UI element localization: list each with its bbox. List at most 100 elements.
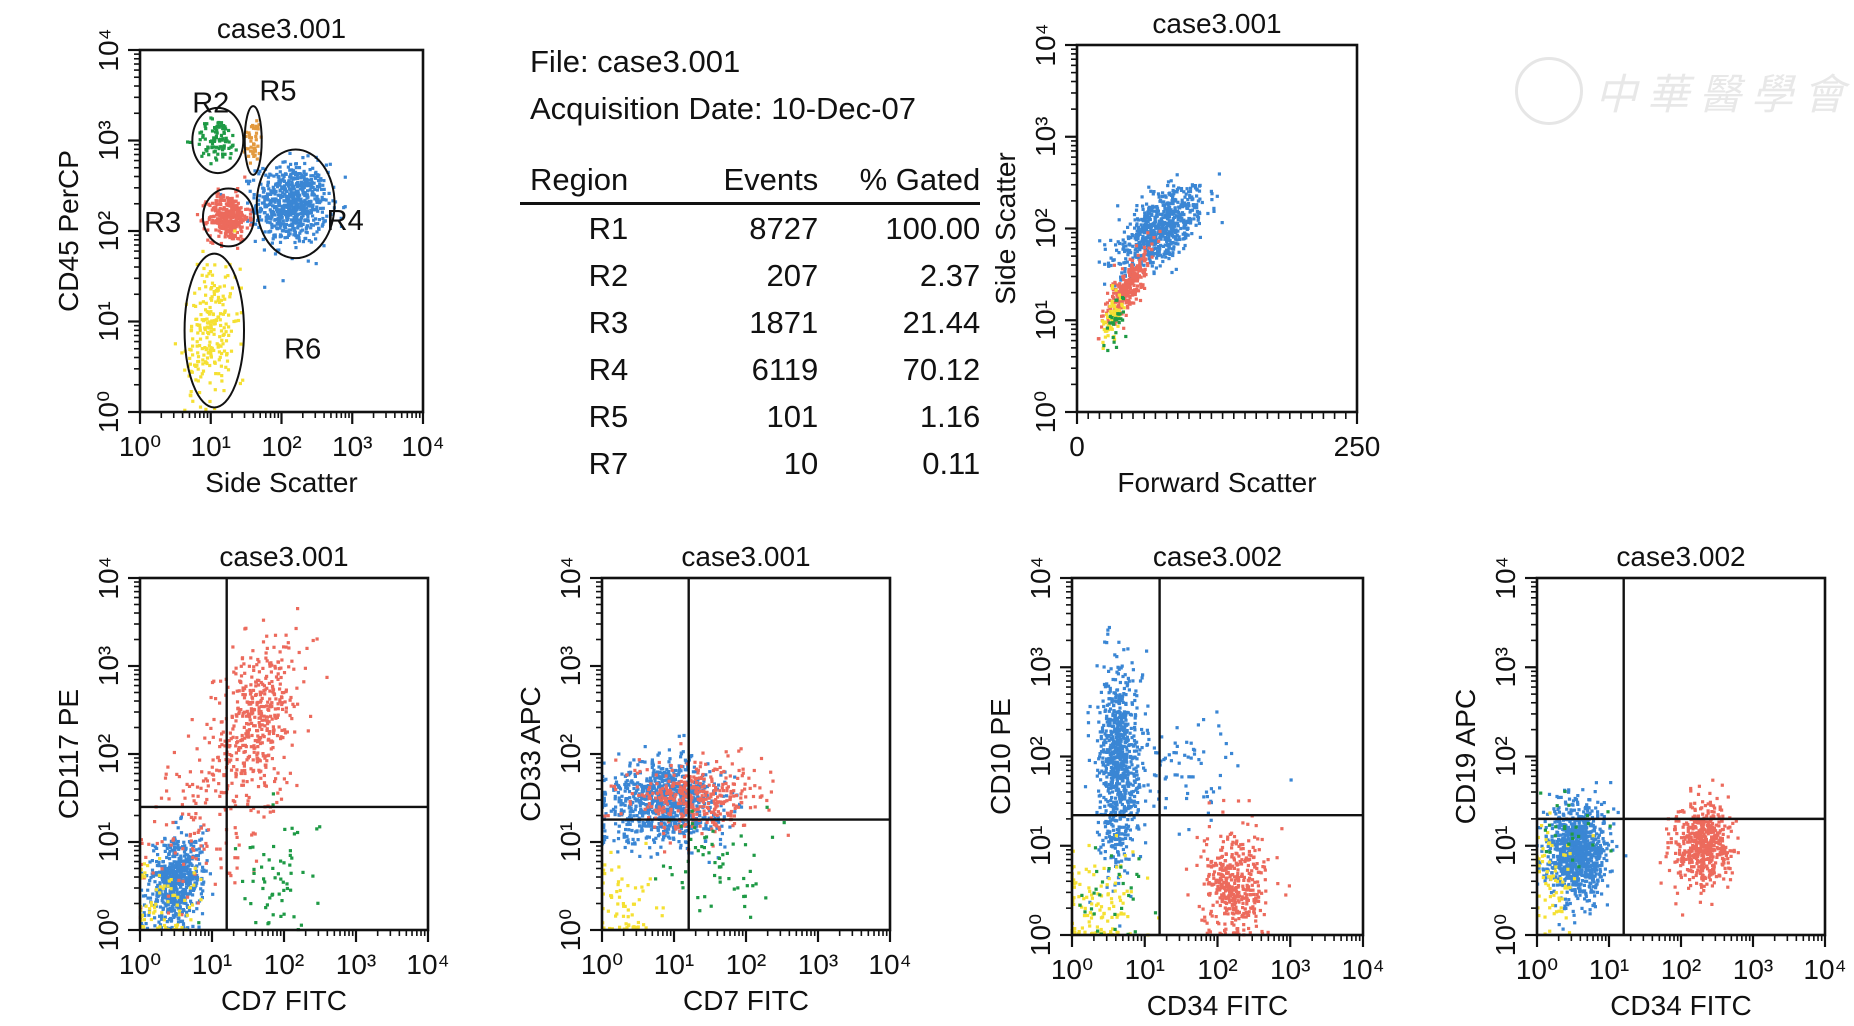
event-dot [624, 827, 628, 832]
event-dot [315, 827, 319, 831]
event-dot [281, 211, 285, 215]
event-dot [251, 769, 255, 774]
event-dot [215, 128, 219, 132]
event-dot [275, 210, 279, 214]
dots [138, 607, 329, 932]
event-dot [242, 725, 246, 729]
event-dot [273, 633, 278, 637]
event-dot [164, 772, 168, 776]
event-dot [263, 880, 267, 884]
event-dot [268, 810, 272, 814]
event-dot [307, 211, 311, 215]
event-dot [180, 913, 184, 917]
event-dot [693, 820, 697, 824]
event-dot [287, 208, 291, 213]
event-dot [265, 195, 269, 199]
event-dot [236, 215, 240, 220]
event-dot [249, 125, 254, 129]
event-dot [1107, 263, 1111, 267]
event-dot [1114, 308, 1118, 312]
event-dot [218, 794, 222, 798]
event-dot [1133, 279, 1137, 283]
event-dot [218, 300, 222, 304]
event-dot [165, 902, 169, 907]
event-dot [198, 301, 202, 305]
event-dot [160, 867, 164, 871]
event-dot [204, 869, 208, 873]
event-dot [645, 835, 649, 839]
event-dot [605, 835, 609, 839]
event-dot [312, 218, 316, 222]
event-dot [273, 664, 277, 668]
x-tick-label: 10⁴ [401, 431, 444, 462]
event-dot [274, 182, 278, 186]
event-dot [236, 236, 240, 241]
event-dot [233, 227, 237, 231]
event-dot [191, 893, 195, 897]
event-dot [172, 915, 176, 919]
event-dot [698, 785, 702, 789]
event-dot [301, 240, 305, 244]
event-dot [1138, 298, 1143, 303]
event-dot [623, 789, 627, 793]
event-dot [1127, 284, 1131, 288]
event-dot [650, 793, 654, 797]
event-dot [147, 913, 151, 917]
event-dot [216, 755, 220, 759]
event-dot [204, 301, 208, 305]
event-dot [233, 234, 237, 238]
event-dot [177, 916, 181, 920]
event-dot [216, 152, 220, 156]
event-dot [1174, 221, 1178, 225]
event-dot [655, 825, 659, 830]
event-dot [214, 228, 218, 232]
event-dot [1177, 186, 1181, 190]
event-dot [1137, 269, 1141, 273]
event-dot [195, 881, 199, 885]
event-dot [271, 792, 275, 796]
event-dot [287, 233, 291, 237]
event-dot [293, 211, 297, 215]
event-dot [165, 892, 169, 896]
event-dot [634, 830, 638, 834]
event-dot [1113, 300, 1118, 304]
event-dot [264, 754, 268, 758]
event-dot [661, 838, 665, 842]
event-dot [191, 782, 195, 787]
event-dot [255, 119, 259, 123]
event-dot [291, 205, 295, 209]
event-dot [202, 266, 206, 271]
event-dot [1107, 327, 1112, 331]
event-dot [685, 762, 689, 766]
event-dot [280, 702, 284, 707]
event-dot [623, 803, 627, 807]
event-dot [1128, 222, 1132, 226]
event-dot [239, 342, 243, 346]
event-dot [240, 769, 244, 773]
event-dot [294, 162, 298, 166]
event-dot [215, 847, 219, 851]
event-dot [1137, 274, 1141, 278]
event-dot [704, 839, 708, 843]
event-dot [169, 917, 173, 922]
event-dot [252, 142, 256, 147]
event-dot [278, 183, 282, 187]
event-dot [218, 812, 222, 816]
event-dot [679, 810, 683, 814]
event-dot [174, 882, 178, 886]
event-dot [1198, 197, 1202, 201]
event-dot [205, 263, 209, 267]
event-dot [260, 723, 264, 727]
event-dot [289, 162, 293, 166]
x-tick-label: 10⁰ [119, 949, 161, 980]
event-dot [630, 842, 635, 846]
event-dot [695, 804, 699, 808]
event-dot [672, 773, 676, 777]
event-dot [603, 829, 607, 833]
event-dot [204, 222, 208, 226]
event-dot [660, 771, 664, 775]
event-dot [247, 795, 251, 800]
event-dot [153, 905, 157, 909]
event-dot [690, 754, 694, 758]
event-dot [191, 855, 195, 860]
